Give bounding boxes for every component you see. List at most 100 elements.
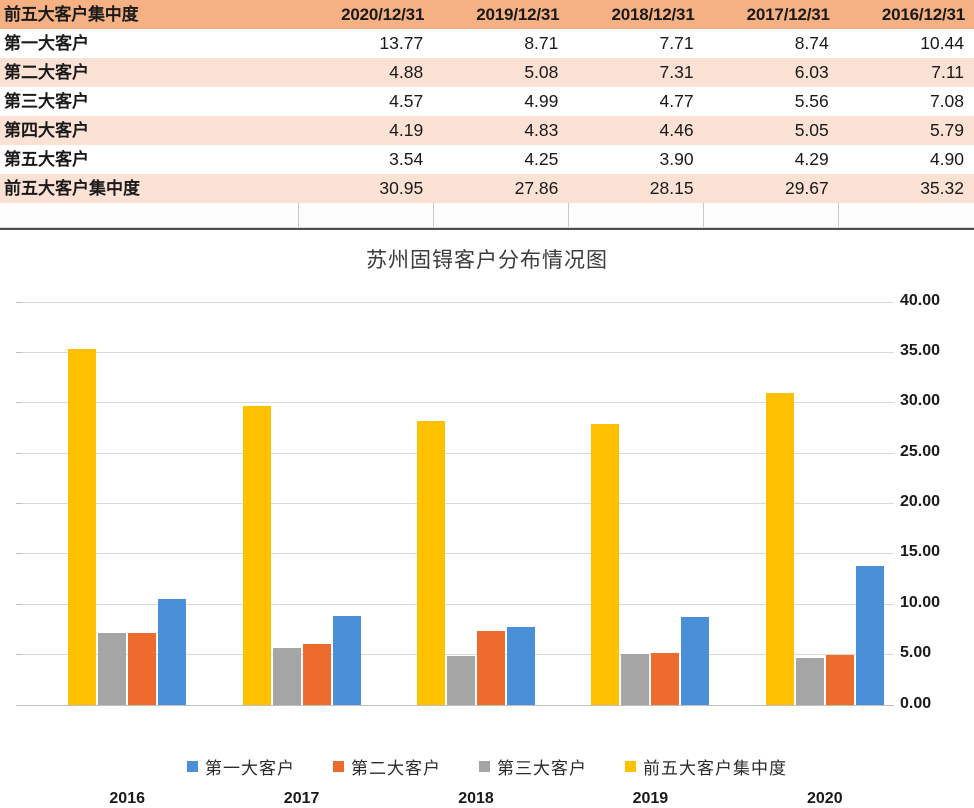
- bar: [242, 405, 271, 705]
- bar: [765, 392, 794, 705]
- empty-cell: [838, 203, 974, 228]
- bar: [68, 348, 97, 705]
- row-cell: 28.15: [568, 174, 704, 203]
- legend-label: 前五大客户集中度: [643, 758, 787, 778]
- table-header-row: 前五大客户集中度 2020/12/31 2019/12/31 2018/12/3…: [0, 0, 974, 29]
- row-cell: 13.77: [298, 29, 434, 58]
- table-row: 第三大客户 4.57 4.99 4.77 5.56 7.08: [0, 87, 974, 116]
- row-cell: 3.54: [298, 145, 434, 174]
- row-cell: 7.11: [838, 58, 974, 87]
- row-cell: 7.08: [838, 87, 974, 116]
- bar: [302, 643, 331, 705]
- legend-item[interactable]: 前五大客户集中度: [625, 754, 787, 779]
- legend-label: 第三大客户: [497, 758, 587, 778]
- bar: [98, 633, 127, 705]
- table-header-col-4: 2016/12/31: [838, 0, 974, 29]
- legend-item[interactable]: 第二大客户: [333, 754, 441, 779]
- bar: [128, 632, 157, 705]
- row-cell: 3.90: [568, 145, 704, 174]
- row-cell: 30.95: [298, 174, 434, 203]
- y-axis-tick: [16, 654, 22, 656]
- bar-group: [242, 302, 361, 705]
- y-axis-tick: [16, 503, 22, 504]
- legend-swatch-icon: [187, 760, 198, 772]
- x-axis-label: 2017: [283, 789, 320, 807]
- y-axis-tick: [16, 603, 22, 605]
- gridline: [22, 402, 894, 404]
- legend-label: 第一大客户: [205, 758, 295, 778]
- legend-item[interactable]: 第一大客户: [187, 754, 295, 779]
- gridline: [22, 553, 894, 555]
- bar-group: [68, 302, 187, 705]
- gridline: [22, 351, 894, 353]
- chart-legend: 第一大客户 第二大客户 第三大客户 前五大客户集中度: [0, 754, 974, 779]
- row-cell: 6.03: [703, 58, 839, 87]
- gridline: [22, 503, 894, 504]
- legend-swatch-icon: [333, 760, 344, 772]
- x-axis-label: 2019: [632, 789, 669, 807]
- table-row: 第二大客户 4.88 5.08 7.31 6.03 7.11: [0, 58, 974, 87]
- legend-swatch-icon: [479, 760, 490, 772]
- bar: [447, 656, 475, 705]
- row-cell: 5.08: [433, 58, 569, 87]
- legend-swatch-icon: [625, 760, 636, 772]
- y-axis-label: 30.00: [900, 392, 941, 410]
- row-cell: 4.99: [433, 87, 569, 116]
- y-axis-label: 5.00: [900, 644, 932, 662]
- bar: [651, 653, 680, 705]
- empty-cell: [0, 203, 299, 228]
- row-cell: 7.31: [568, 58, 704, 87]
- table-header-col-3: 2017/12/31: [703, 0, 839, 29]
- bar-group: [765, 302, 884, 705]
- chart-plot-area: 0.00 5.00 10.00 15.00 20.00 25.00 30.00 35.00 40…: [16, 292, 940, 807]
- bar: [795, 658, 824, 705]
- bar: [417, 420, 445, 705]
- row-cell: 4.29: [703, 145, 839, 174]
- bar: [507, 626, 535, 705]
- y-axis-tick: [16, 351, 22, 353]
- row-label: 前五大客户集中度: [0, 174, 299, 203]
- table-header-col-1: 2019/12/31: [433, 0, 569, 29]
- row-cell: 27.86: [433, 174, 569, 203]
- x-axis-label: 2020: [807, 789, 843, 807]
- table-row: 第四大客户 4.19 4.83 4.46 5.05 5.79: [0, 116, 974, 145]
- empty-cell: [703, 203, 840, 228]
- y-axis-tick: [16, 704, 22, 706]
- row-cell: 4.19: [298, 116, 434, 145]
- row-cell: 10.44: [838, 29, 974, 58]
- bar-group: [591, 302, 710, 705]
- row-label: 第二大客户: [0, 58, 299, 87]
- table-empty-row: [0, 203, 974, 228]
- row-cell: 8.74: [703, 29, 839, 58]
- y-axis-tick: [16, 301, 22, 303]
- y-axis-tick: [16, 452, 22, 454]
- row-cell: 4.90: [838, 145, 974, 174]
- table-body: 第一大客户 13.77 8.71 7.71 8.74 10.44 第二大客户 4…: [0, 29, 974, 228]
- y-axis-label: 40.00: [900, 291, 941, 309]
- bar: [477, 630, 505, 705]
- y-axis-label: 35.00: [900, 341, 941, 359]
- row-cell: 4.25: [433, 145, 569, 174]
- table-header: 前五大客户集中度 2020/12/31 2019/12/31 2018/12/3…: [0, 0, 974, 29]
- table-header-label: 前五大客户集中度: [0, 0, 299, 29]
- row-cell: 5.05: [703, 116, 839, 145]
- row-label: 第一大客户: [0, 29, 299, 58]
- row-label: 第五大客户: [0, 145, 299, 174]
- table-header-col-2: 2018/12/31: [568, 0, 704, 29]
- y-axis-label: 25.00: [900, 442, 941, 460]
- row-label: 第四大客户: [0, 116, 299, 145]
- x-axis-label: 2018: [458, 789, 494, 807]
- gridline: [22, 603, 894, 605]
- y-axis-label: 0.00: [900, 694, 932, 712]
- bar: [681, 616, 710, 705]
- y-axis-label: 20.00: [900, 493, 941, 510]
- bar: [825, 655, 854, 705]
- row-cell: 29.67: [703, 174, 839, 203]
- financial-table-section: 前五大客户集中度 2020/12/31 2019/12/31 2018/12/3…: [0, 0, 974, 228]
- row-cell: 4.77: [568, 87, 704, 116]
- bar: [855, 565, 884, 705]
- legend-label: 第二大客户: [351, 758, 441, 778]
- legend-item[interactable]: 第三大客户: [479, 754, 587, 779]
- bar: [332, 616, 361, 705]
- row-cell: 35.32: [838, 174, 974, 203]
